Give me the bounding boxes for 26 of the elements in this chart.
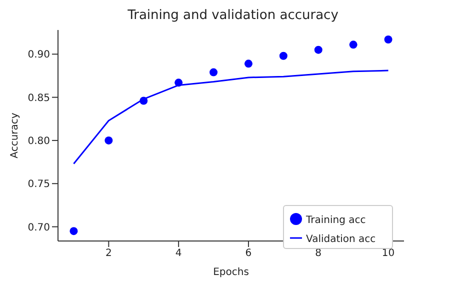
- y-tick-label: 0.80: [28, 136, 50, 148]
- point: [210, 68, 218, 76]
- point: [279, 52, 288, 60]
- point: [244, 60, 252, 68]
- x-tick-label: 8: [315, 248, 322, 260]
- point: [314, 46, 322, 54]
- point: [384, 35, 392, 44]
- point: [140, 96, 148, 105]
- y-tick-label: 0.70: [28, 222, 50, 234]
- legend-label: Training acc: [306, 215, 366, 226]
- x-tick-label: 4: [175, 248, 182, 260]
- chart-title: Training and validation accuracy: [126, 8, 340, 25]
- y-tick-label: 0.85: [28, 92, 50, 104]
- point: [349, 40, 358, 49]
- x-tick-label: 2: [105, 248, 112, 260]
- y-tick-label: 0.75: [28, 179, 50, 190]
- y-axis-title: Accuracy: [10, 112, 21, 158]
- x-tick-label: 6: [245, 248, 252, 260]
- x-axis-title: Epochs: [213, 267, 249, 278]
- point: [174, 78, 183, 87]
- point: [70, 227, 78, 236]
- point: [104, 136, 113, 144]
- line-series: [72, 70, 390, 165]
- x-tick-label: 10: [382, 248, 395, 260]
- legend-label: Validation acc: [306, 234, 376, 245]
- y-tick-label: 0.90: [28, 50, 50, 61]
